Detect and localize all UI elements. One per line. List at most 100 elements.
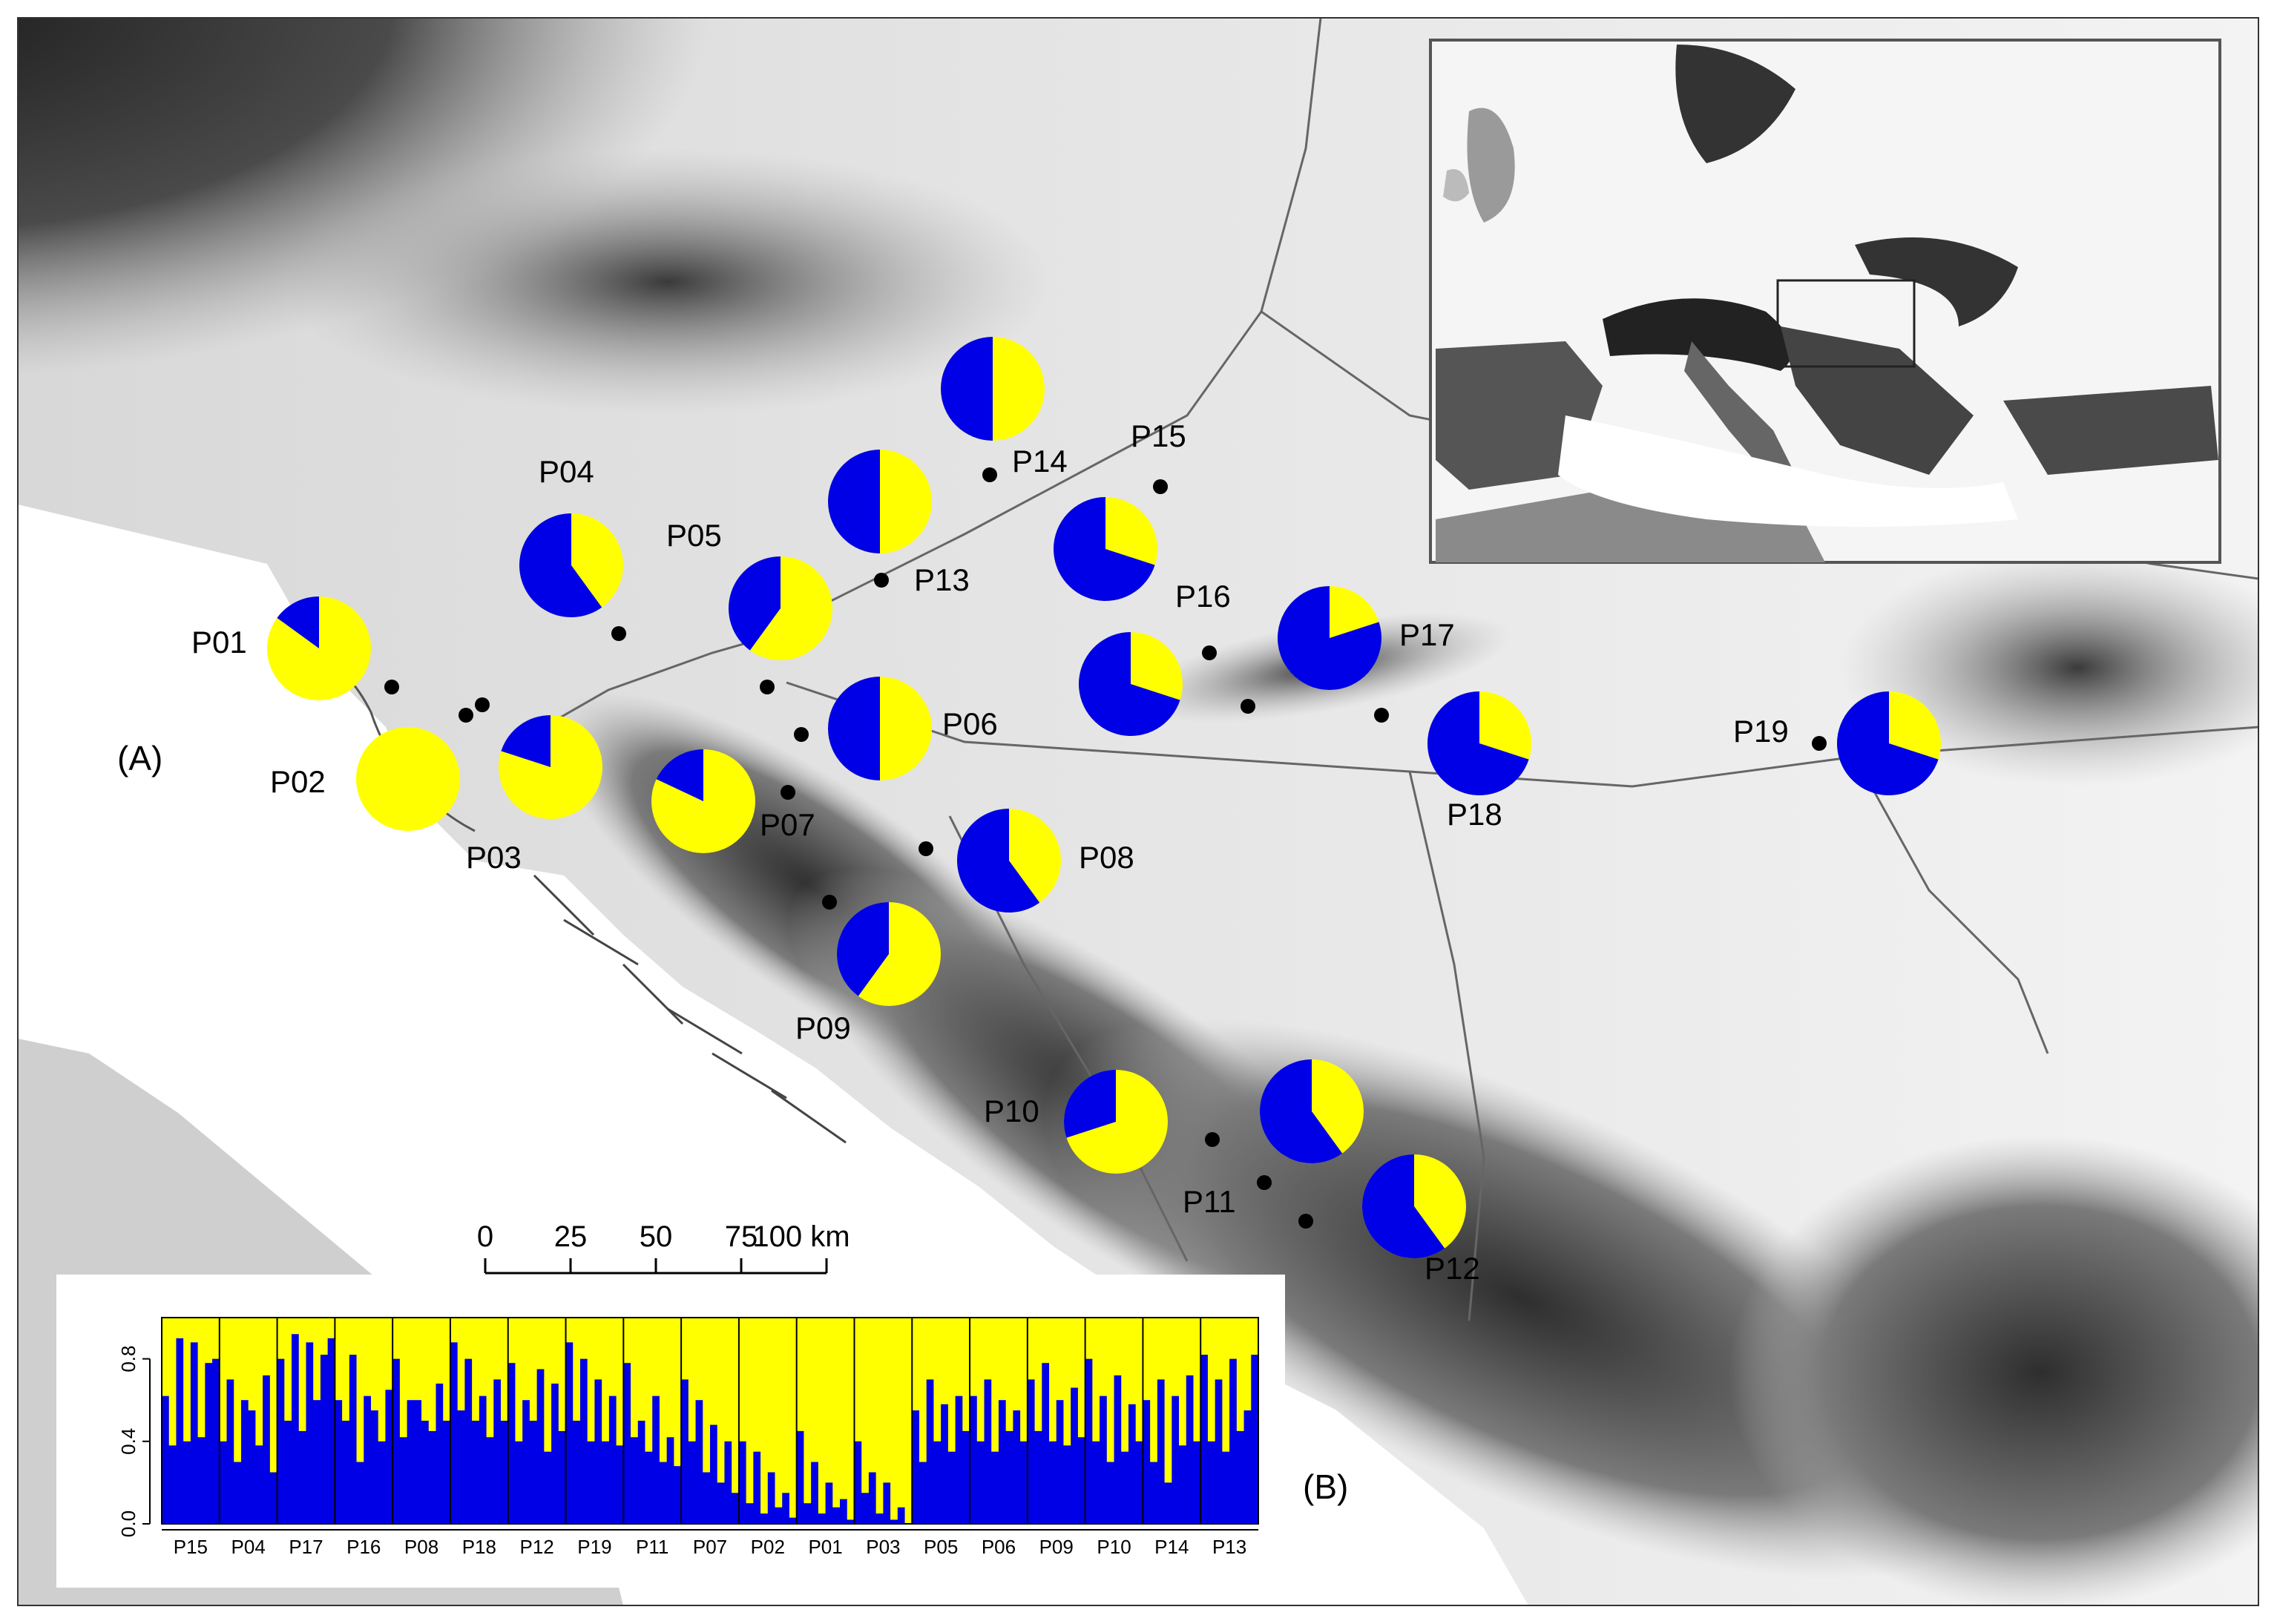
bar-cluster2 bbox=[947, 1318, 956, 1452]
bar-cluster1 bbox=[292, 1334, 300, 1524]
bar-cluster1 bbox=[832, 1507, 841, 1524]
bar-cluster2 bbox=[861, 1318, 870, 1493]
bar-cluster2 bbox=[205, 1318, 213, 1364]
bar-cluster1 bbox=[277, 1358, 285, 1524]
site-marker bbox=[1153, 479, 1168, 494]
site-label: P02 bbox=[270, 764, 326, 799]
barplot-group-p17: P17 bbox=[276, 1318, 335, 1558]
site-label: P19 bbox=[1733, 714, 1789, 749]
site-marker bbox=[1202, 645, 1217, 660]
x-tick-label: P03 bbox=[866, 1536, 900, 1558]
site-marker bbox=[982, 467, 997, 482]
bar-cluster1 bbox=[226, 1379, 234, 1524]
scale-tick-label: 100 km bbox=[752, 1220, 850, 1253]
bar-cluster1 bbox=[364, 1395, 372, 1524]
bar-cluster2 bbox=[392, 1318, 401, 1359]
pie-slice-cluster1 bbox=[519, 513, 602, 618]
site-label: P10 bbox=[984, 1094, 1039, 1128]
bar-cluster2 bbox=[738, 1318, 747, 1441]
pie-chart bbox=[499, 715, 602, 819]
carpathian-relief bbox=[1840, 549, 2258, 786]
bar-cluster1 bbox=[753, 1451, 761, 1524]
barplot-group-p13: P13 bbox=[1200, 1318, 1259, 1558]
bar-cluster1 bbox=[197, 1437, 206, 1524]
site-label: P14 bbox=[1012, 444, 1068, 479]
bar-cluster1 bbox=[616, 1445, 624, 1524]
barplot-group-p12: P12 bbox=[507, 1318, 567, 1558]
map-frame bbox=[17, 17, 2259, 1606]
bar-cluster1 bbox=[378, 1441, 386, 1524]
pie-chart bbox=[836, 902, 941, 1006]
site-p05: P05 bbox=[666, 518, 832, 694]
x-tick-label: P09 bbox=[1039, 1536, 1074, 1558]
bar-cluster1 bbox=[342, 1421, 350, 1524]
barplot-group-p19: P19 bbox=[565, 1318, 624, 1558]
barplot-group-p03: P03 bbox=[853, 1318, 913, 1558]
bar-cluster2 bbox=[162, 1318, 170, 1396]
pie-chart bbox=[267, 596, 371, 700]
bar-cluster2 bbox=[226, 1318, 234, 1380]
bar-cluster1 bbox=[428, 1430, 436, 1524]
bar-cluster1 bbox=[1020, 1441, 1028, 1524]
bar-cluster2 bbox=[558, 1318, 567, 1431]
bar-cluster1 bbox=[1164, 1482, 1172, 1524]
bar-cluster2 bbox=[688, 1318, 697, 1441]
pie-slice-cluster1 bbox=[1260, 1059, 1343, 1163]
bar-cluster2 bbox=[536, 1318, 545, 1370]
bar-cluster2 bbox=[212, 1318, 220, 1359]
scale-tick-label: 0 bbox=[477, 1220, 493, 1253]
bar-cluster1 bbox=[1150, 1462, 1158, 1524]
bar-cluster2 bbox=[796, 1318, 804, 1431]
site-p03: P03 bbox=[466, 697, 602, 875]
bar-cluster1 bbox=[767, 1472, 776, 1524]
pie-slice-cluster1 bbox=[836, 902, 889, 996]
bar-cluster1 bbox=[637, 1421, 645, 1524]
bar-cluster1 bbox=[479, 1395, 487, 1524]
site-p01: P01 bbox=[191, 596, 399, 700]
x-tick-label: P10 bbox=[1097, 1536, 1131, 1558]
bar-cluster2 bbox=[450, 1318, 459, 1343]
bar-cluster1 bbox=[335, 1400, 343, 1524]
bar-cluster1 bbox=[883, 1482, 891, 1524]
bar-cluster2 bbox=[579, 1318, 588, 1359]
site-marker bbox=[1374, 708, 1389, 723]
barplot-group-p04: P04 bbox=[218, 1318, 278, 1558]
bar-cluster2 bbox=[342, 1318, 350, 1421]
site-label: P06 bbox=[942, 706, 998, 741]
bar-cluster2 bbox=[804, 1318, 812, 1504]
bar-cluster2 bbox=[320, 1318, 329, 1355]
bar-cluster2 bbox=[789, 1318, 798, 1518]
site-p10: P10 bbox=[984, 1070, 1220, 1174]
bar-cluster2 bbox=[421, 1318, 430, 1421]
y-tick-label: 0.8 bbox=[117, 1346, 139, 1372]
pie-chart bbox=[1837, 691, 1941, 795]
bar-cluster2 bbox=[919, 1318, 927, 1462]
bar-cluster1 bbox=[507, 1363, 516, 1524]
bar-cluster1 bbox=[579, 1358, 588, 1524]
bar-cluster1 bbox=[1092, 1441, 1100, 1524]
bar-cluster1 bbox=[219, 1441, 228, 1524]
bar-cluster2 bbox=[991, 1318, 999, 1452]
bar-cluster2 bbox=[753, 1318, 761, 1452]
bar-cluster1 bbox=[284, 1421, 292, 1524]
site-marker bbox=[919, 841, 933, 856]
bar-cluster2 bbox=[263, 1318, 271, 1375]
pie-chart bbox=[1427, 691, 1531, 795]
bar-cluster1 bbox=[724, 1441, 732, 1524]
bar-cluster1 bbox=[313, 1400, 321, 1524]
pie-slice-cluster1 bbox=[1078, 632, 1180, 737]
bar-cluster1 bbox=[234, 1462, 242, 1524]
bar-cluster1 bbox=[955, 1395, 963, 1524]
bar-cluster2 bbox=[507, 1318, 516, 1364]
bar-cluster2 bbox=[962, 1318, 970, 1431]
bar-cluster2 bbox=[248, 1318, 256, 1411]
site-marker bbox=[1257, 1175, 1272, 1190]
bar-cluster2 bbox=[724, 1318, 732, 1441]
bar-cluster2 bbox=[652, 1318, 660, 1396]
x-tick-label: P06 bbox=[982, 1536, 1016, 1558]
bar-cluster1 bbox=[1229, 1358, 1238, 1524]
barplot-group-p16: P16 bbox=[334, 1318, 393, 1558]
site-marker bbox=[459, 708, 473, 723]
pie-slice-cluster1 bbox=[1063, 1070, 1116, 1138]
